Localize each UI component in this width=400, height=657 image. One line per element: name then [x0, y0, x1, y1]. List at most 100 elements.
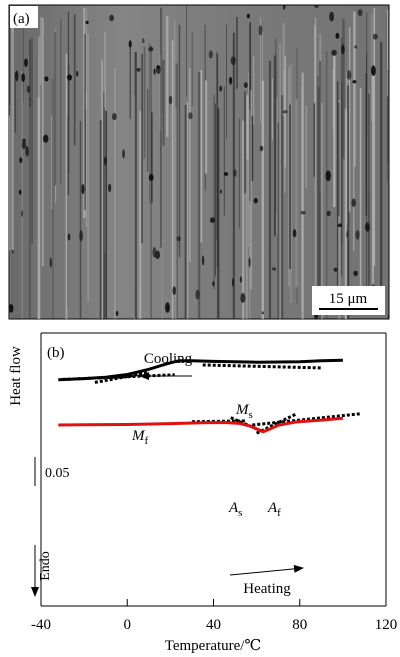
micro-streak — [188, 68, 191, 262]
micro-pore — [155, 64, 161, 74]
micro-pore — [208, 50, 213, 59]
micro-pore — [85, 20, 89, 25]
micro-pore — [248, 257, 251, 268]
micro-pore — [176, 236, 181, 242]
micro-streak — [50, 115, 53, 210]
micro-streak — [101, 59, 103, 319]
micro-streak — [346, 72, 348, 224]
micro-streak — [37, 97, 40, 319]
micro-streak — [79, 121, 82, 319]
micro-pore — [220, 189, 222, 194]
micro-pore — [188, 112, 193, 120]
micro-pore — [282, 5, 286, 10]
as-label: As — [228, 500, 242, 519]
micro-streak — [200, 70, 203, 243]
micro-pore — [18, 189, 22, 195]
x-tick-label: 40 — [206, 617, 221, 633]
micro-streak — [143, 46, 146, 159]
tangent-line-ms — [202, 363, 322, 370]
micro-streak — [162, 59, 165, 146]
micro-pore — [79, 230, 83, 242]
micro-streak — [275, 39, 277, 213]
micro-pore — [253, 198, 258, 204]
micro-streak — [273, 55, 277, 237]
micro-streak — [214, 103, 216, 277]
micro-pore — [354, 45, 358, 49]
micro-pore — [246, 13, 250, 19]
heating-arrow — [229, 564, 304, 576]
micro-streak — [186, 5, 187, 97]
endo-label: Endo — [38, 551, 53, 581]
micro-pore — [331, 49, 337, 56]
micro-streak — [21, 71, 23, 319]
micro-streak — [85, 8, 88, 109]
scale-bar-box — [312, 286, 385, 315]
micro-streak — [151, 112, 153, 204]
micro-streak — [371, 70, 374, 284]
micro-pore — [341, 44, 345, 55]
micro-pore — [115, 310, 119, 316]
tangent-line-af — [255, 413, 297, 435]
micro-streak — [250, 90, 252, 290]
micro-streak — [317, 87, 320, 299]
dsc-chart: (b) Heat flow -40 0 40 80 120 Temperature/℃ … — [8, 332, 398, 654]
micro-streak — [87, 33, 89, 302]
micro-pore — [346, 230, 348, 238]
micro-pore — [355, 230, 360, 240]
micro-streak — [134, 52, 137, 319]
micro-pore — [230, 56, 236, 65]
micro-streak — [342, 18, 345, 159]
micro-streak — [216, 51, 217, 241]
micro-pore — [333, 267, 338, 272]
micro-streak — [238, 118, 240, 229]
micro-streak — [248, 73, 249, 248]
micro-streak — [226, 24, 227, 139]
micro-pore — [128, 40, 132, 48]
micro-pore — [21, 141, 26, 149]
micro-pore — [81, 184, 85, 195]
micro-streak — [341, 82, 343, 244]
micro-pore — [201, 255, 205, 266]
micro-pore — [346, 70, 352, 80]
micro-pore — [43, 134, 49, 143]
micro-streak — [9, 105, 11, 319]
tangent-line-af-base — [252, 412, 361, 427]
micro-streak — [14, 72, 16, 133]
micro-pore — [67, 233, 71, 241]
micro-streak — [277, 122, 280, 319]
micro-streak — [67, 11, 70, 196]
micro-streak — [149, 42, 150, 204]
micro-pore — [335, 32, 340, 39]
x-tick-label: 120 — [375, 617, 398, 633]
micro-streak — [105, 110, 107, 319]
micro-pore — [210, 217, 215, 223]
x-tick-label: 80 — [292, 617, 307, 633]
micro-streak — [368, 93, 370, 298]
micro-pore — [261, 311, 264, 315]
micro-pore — [258, 25, 263, 36]
micro-pore — [15, 70, 19, 82]
micro-pore — [21, 210, 23, 217]
micro-pore — [155, 250, 161, 260]
micro-streak — [353, 11, 355, 251]
micro-pore — [104, 156, 107, 166]
micro-streak — [141, 53, 143, 243]
heat-scale-label: 0.05 — [45, 466, 70, 481]
micro-pore — [352, 80, 357, 84]
micro-streak — [73, 14, 76, 146]
micro-streak — [268, 61, 271, 319]
micro-pore — [168, 95, 173, 105]
micro-streak — [276, 97, 278, 235]
micro-pore — [109, 14, 114, 22]
micro-pore — [76, 70, 79, 77]
micro-streak — [283, 70, 286, 193]
micro-streak — [52, 79, 54, 319]
micro-streak — [191, 32, 193, 107]
micro-pore — [325, 170, 331, 182]
micro-streak — [54, 31, 57, 186]
micro-streak — [84, 34, 86, 211]
micro-pore — [44, 76, 49, 82]
micro-streak — [373, 8, 376, 267]
micro-streak — [246, 93, 248, 319]
